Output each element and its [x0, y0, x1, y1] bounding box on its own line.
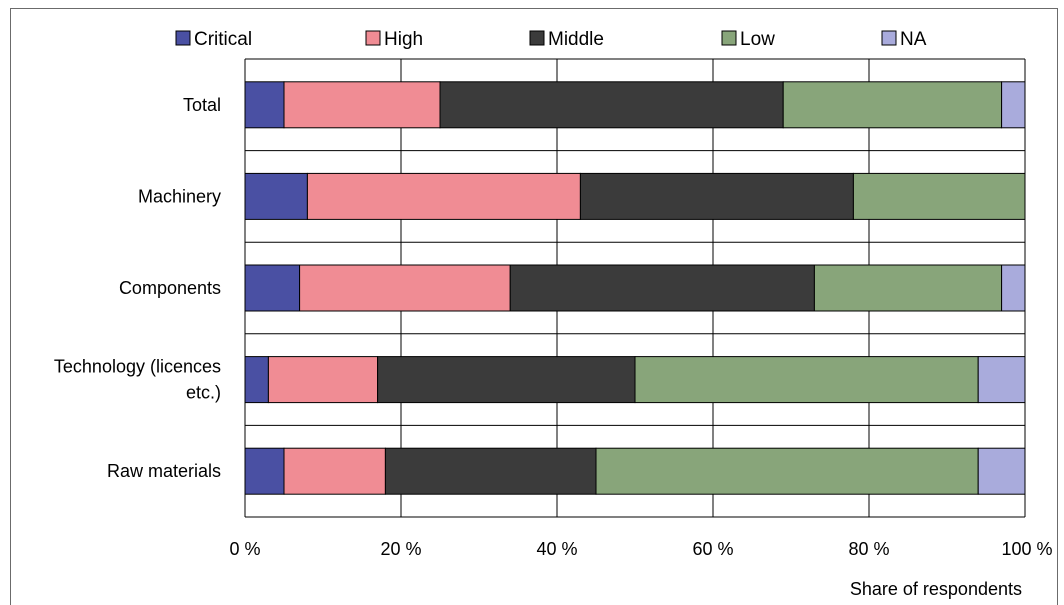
- bar-technology-licences-etc-na: [977, 356, 1026, 404]
- bar-components-low: [813, 264, 1003, 312]
- category-labels: Total Machinery Components Technology (lice…: [54, 95, 221, 481]
- legend-swatch-high: [365, 30, 381, 46]
- legend-label-critical: Critical: [194, 29, 252, 50]
- x-tick-label-2: 40 %: [536, 539, 577, 559]
- bar-raw-materials-high: [283, 447, 386, 495]
- x-tick-labels: 0 % 20 % 40 % 60 % 80 % 100 %: [229, 539, 1052, 559]
- bar-technology-licences-etc-middle: [377, 356, 636, 404]
- bar-components-critical: [244, 264, 301, 312]
- bar-technology-licences-etc-high: [267, 356, 379, 404]
- legend-swatch-na: [881, 30, 897, 46]
- x-tick-label-3: 60 %: [692, 539, 733, 559]
- bar-components-middle: [509, 264, 815, 312]
- legend: Critical High Middle Low NA: [175, 29, 927, 50]
- category-label-technology-licences-etc: Technology (licences etc.): [54, 357, 221, 403]
- bar-raw-materials-middle: [384, 447, 597, 495]
- bars: [244, 81, 1026, 495]
- category-label-total: Total: [183, 95, 221, 115]
- legend-swatch-critical: [175, 30, 191, 46]
- legend-label-middle: Middle: [548, 29, 604, 50]
- bar-total-low: [782, 81, 1003, 129]
- legend-swatch-middle: [529, 30, 545, 46]
- legend-label-low: Low: [740, 29, 775, 50]
- bar-components-high: [299, 264, 511, 312]
- legend-label-high: High: [384, 29, 423, 50]
- x-axis-label: Share of respondents: [850, 579, 1022, 599]
- x-tick-label-5: 100 %: [1001, 539, 1052, 559]
- x-tick-label-4: 80 %: [848, 539, 889, 559]
- bar-raw-materials-low: [595, 447, 979, 495]
- bar-raw-materials-critical: [244, 447, 285, 495]
- bar-technology-licences-etc-critical: [244, 356, 269, 404]
- bar-technology-licences-etc-low: [634, 356, 979, 404]
- bar-machinery-middle: [579, 172, 854, 220]
- bar-components-na: [1001, 264, 1026, 312]
- category-label-machinery: Machinery: [138, 186, 221, 206]
- bar-total-critical: [244, 81, 285, 129]
- bar-total-high: [283, 81, 441, 129]
- legend-label-na: NA: [900, 29, 927, 50]
- bar-machinery-critical: [244, 172, 308, 220]
- category-label-components: Components: [119, 278, 221, 298]
- bar-total-na: [1001, 81, 1026, 129]
- bar-machinery-high: [306, 172, 581, 220]
- bar-raw-materials-na: [977, 447, 1026, 495]
- x-tick-label-0: 0 %: [229, 539, 260, 559]
- category-label-raw-materials: Raw materials: [107, 461, 221, 481]
- bar-total-middle: [439, 81, 784, 129]
- x-tick-label-1: 20 %: [380, 539, 421, 559]
- legend-swatch-low: [721, 30, 737, 46]
- bar-machinery-low: [852, 172, 1026, 220]
